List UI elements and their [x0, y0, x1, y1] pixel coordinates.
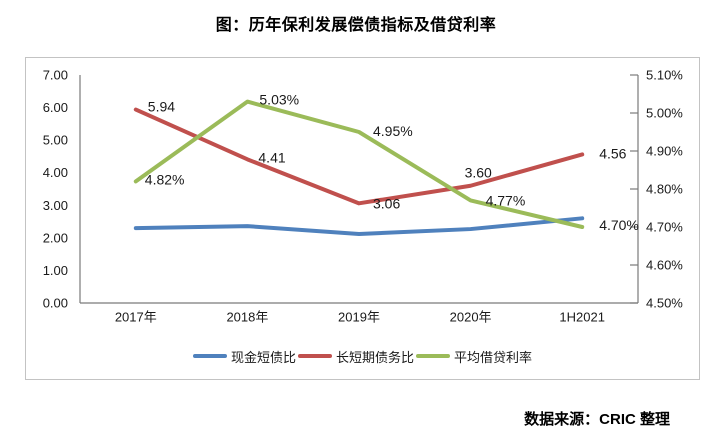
right-axis-tick-label: 4.60%: [646, 258, 683, 273]
series-line-2: [133, 99, 585, 229]
legend-line-sample-green: [416, 354, 450, 358]
data-label: 3.60: [465, 165, 492, 181]
data-label: 4.56: [599, 145, 626, 161]
left-axis-tick-label: 1.00: [43, 263, 68, 278]
legend-line-sample-blue: [192, 354, 227, 358]
legend-label: 现金短债比: [230, 349, 296, 365]
x-axis-category-label: 2017年: [115, 310, 157, 325]
data-source-note: 数据来源：CRIC 整理: [524, 411, 670, 428]
data-label: 3.06: [373, 195, 400, 211]
chart-frame: 0.00 1.00 2.00 3.00 4.00 5.00 6.00 7.00 4.50% 4.6…: [25, 57, 700, 380]
legend-label: 平均借贷利率: [454, 349, 533, 365]
left-axis-tick-label: 4.00: [43, 165, 68, 180]
right-axis-tick-label: 4.70%: [646, 220, 683, 235]
data-label: 5.94: [148, 99, 175, 115]
right-axis-tick-label: 5.00%: [646, 106, 683, 121]
data-label: 4.77%: [486, 192, 526, 208]
right-axis-tick-label: 4.50%: [646, 296, 683, 311]
left-axis-tick-label: 6.00: [43, 100, 68, 115]
legend-item-long-short-term-debt-ratio: 长短期债务比: [297, 347, 414, 366]
data-label: 4.82%: [145, 171, 185, 187]
left-axis-tick-label: 5.00: [43, 133, 68, 148]
x-axis-category-label: 2019年: [338, 310, 380, 325]
data-label: 4.95%: [373, 123, 413, 139]
right-axis-tick-label: 5.10%: [646, 68, 683, 83]
x-axis-category-label: 1H2021: [559, 310, 605, 325]
chart-title: 图：历年保利发展偿债指标及借贷利率: [215, 17, 497, 34]
data-label: 5.03%: [259, 92, 299, 108]
data-label: 4.41: [258, 149, 285, 165]
legend-item-cash-short-debt-ratio: 现金短债比: [192, 347, 296, 366]
series-line-0: [133, 216, 585, 236]
legend-item-average-borrowing-rate: 平均借贷利率: [416, 347, 532, 366]
chart-plot-area: 0.00 1.00 2.00 3.00 4.00 5.00 6.00 7.00 4.50% 4.6…: [43, 68, 684, 325]
legend-label: 长短期债务比: [335, 349, 414, 365]
right-axis-tick-label: 4.80%: [646, 182, 683, 197]
x-axis-category-label: 2020年: [450, 310, 492, 325]
left-axis-tick-label: 3.00: [43, 198, 68, 213]
left-axis-tick-label: 7.00: [43, 68, 68, 83]
right-axis-tick-label: 4.90%: [646, 144, 683, 159]
data-label: 4.70%: [599, 217, 639, 233]
left-axis-tick-label: 2.00: [43, 230, 68, 245]
left-axis-tick-label: 0.00: [43, 296, 68, 311]
series-line-1: [133, 107, 585, 206]
chart-legend: 现金短债比 长短期债务比 平均借贷利率: [26, 347, 699, 366]
legend-line-sample-red: [297, 354, 332, 358]
x-axis-category-label: 2018年: [226, 310, 268, 325]
